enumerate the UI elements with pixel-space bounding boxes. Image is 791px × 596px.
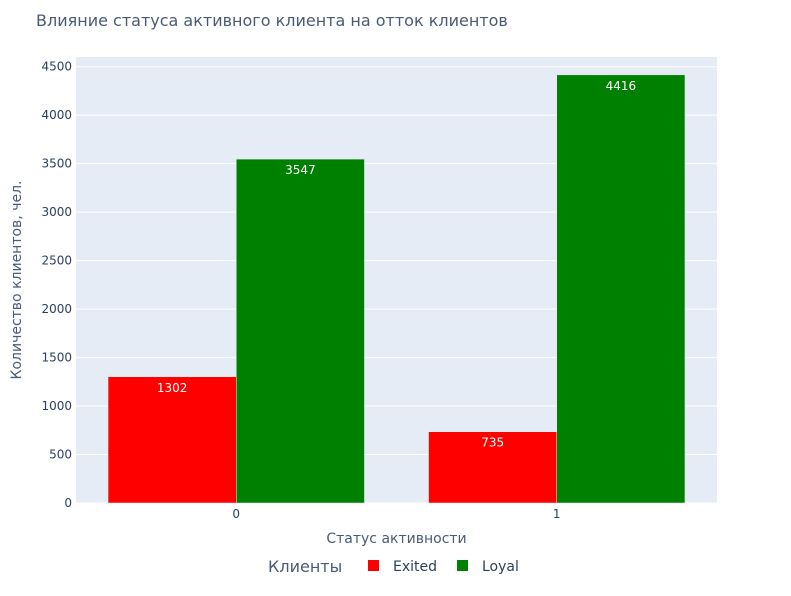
bar-loyal-0 bbox=[236, 158, 365, 504]
legend: Клиенты Exited Loyal bbox=[268, 557, 519, 576]
bar-value-label: 4416 bbox=[606, 79, 637, 93]
y-axis-ticks: 0 500 1000 1500 2000 2500 3000 3500 4000 4500 bbox=[41, 60, 72, 510]
legend-swatch-loyal bbox=[457, 560, 468, 571]
x-tick-label: 0 bbox=[232, 507, 240, 521]
y-tick-label: 3500 bbox=[41, 157, 72, 171]
y-tick-label: 500 bbox=[49, 448, 72, 462]
bar-exited-1 bbox=[428, 431, 557, 504]
x-tick-label: 1 bbox=[553, 507, 561, 521]
y-tick-label: 4000 bbox=[41, 108, 72, 122]
bar-labels: 1302 3547 735 4416 bbox=[157, 79, 636, 450]
y-tick-label: 1000 bbox=[41, 399, 72, 413]
legend-label-exited: Exited bbox=[393, 559, 437, 575]
y-tick-label: 1500 bbox=[41, 351, 72, 365]
bar-value-label: 735 bbox=[481, 436, 504, 450]
legend-label-loyal: Loyal bbox=[482, 559, 519, 575]
y-tick-label: 4500 bbox=[41, 60, 72, 74]
y-tick-label: 2500 bbox=[41, 254, 72, 268]
y-axis-title: Количество клиентов, чел. bbox=[9, 181, 25, 380]
bar-loyal-1 bbox=[556, 74, 686, 504]
chart-title: Влияние статуса активного клиента на отт… bbox=[36, 11, 508, 30]
y-tick-label: 3000 bbox=[41, 205, 72, 219]
legend-swatch-exited bbox=[368, 560, 379, 571]
bars bbox=[107, 74, 686, 504]
bar-value-label: 1302 bbox=[157, 381, 188, 395]
bar-value-label: 3547 bbox=[285, 163, 316, 177]
y-tick-label: 2000 bbox=[41, 302, 72, 316]
x-axis-title: Статус активности bbox=[326, 531, 466, 547]
y-tick-label: 0 bbox=[64, 496, 72, 510]
legend-title: Клиенты bbox=[268, 557, 342, 576]
bar-exited-0 bbox=[107, 376, 237, 504]
